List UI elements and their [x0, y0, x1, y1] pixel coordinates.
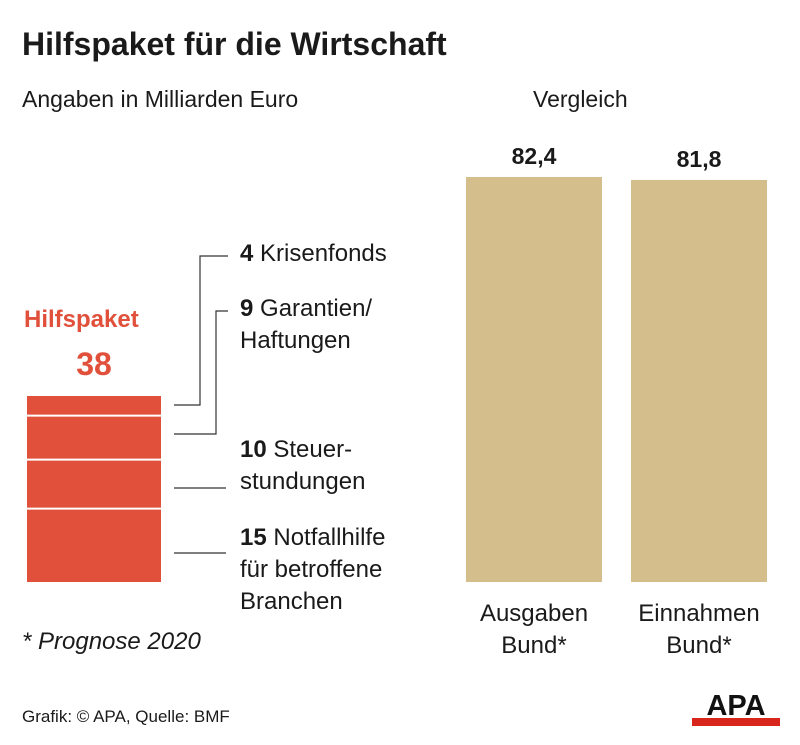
component-label-3: 10 Steuer-stundungen: [240, 436, 366, 495]
chart-title: Hilfspaket für die Wirtschaft: [22, 26, 447, 62]
comparison-bar-2: [631, 179, 767, 582]
component-value: 9: [240, 295, 254, 322]
component-value: 10: [240, 436, 267, 463]
comparison-heading: Vergleich: [533, 86, 628, 112]
hilfspaket-segment-2: [27, 415, 161, 460]
hilfspaket-segment-1: [27, 396, 161, 416]
hilfspaket-label: Hilfspaket: [24, 306, 139, 333]
component-value: 15: [240, 524, 267, 551]
chart-subtitle: Angaben in Milliarden Euro: [22, 86, 299, 112]
comparison-value-label: 82,4: [511, 143, 557, 169]
hilfspaket-total: 38: [76, 346, 112, 382]
component-label-4: 15 Notfallhilfe für betroffene Branchen: [240, 524, 386, 615]
source-credit: Grafik: © APA, Quelle: BMF: [22, 707, 230, 726]
comparison-bar-1: [466, 177, 602, 582]
leader-line-1: [174, 255, 228, 406]
component-label-2: 9 Garantien/Haftungen: [240, 295, 373, 354]
comparison-category-label: Ausgaben Bund*: [479, 600, 589, 659]
component-label-1: 4 Krisenfonds: [240, 240, 387, 267]
comparison-value-label: 81,8: [676, 145, 722, 172]
apa-logo: APA: [692, 690, 780, 731]
svg-text:APA: APA: [706, 690, 765, 722]
hilfspaket-segment-3: [27, 459, 161, 509]
hilfspaket-segment-4: [27, 508, 161, 582]
footnote: * Prognose 2020: [22, 628, 201, 655]
comparison-category-label: Einnahmen Bund*: [638, 600, 760, 659]
leader-line-2: [174, 310, 228, 435]
component-value: 4: [240, 240, 254, 267]
